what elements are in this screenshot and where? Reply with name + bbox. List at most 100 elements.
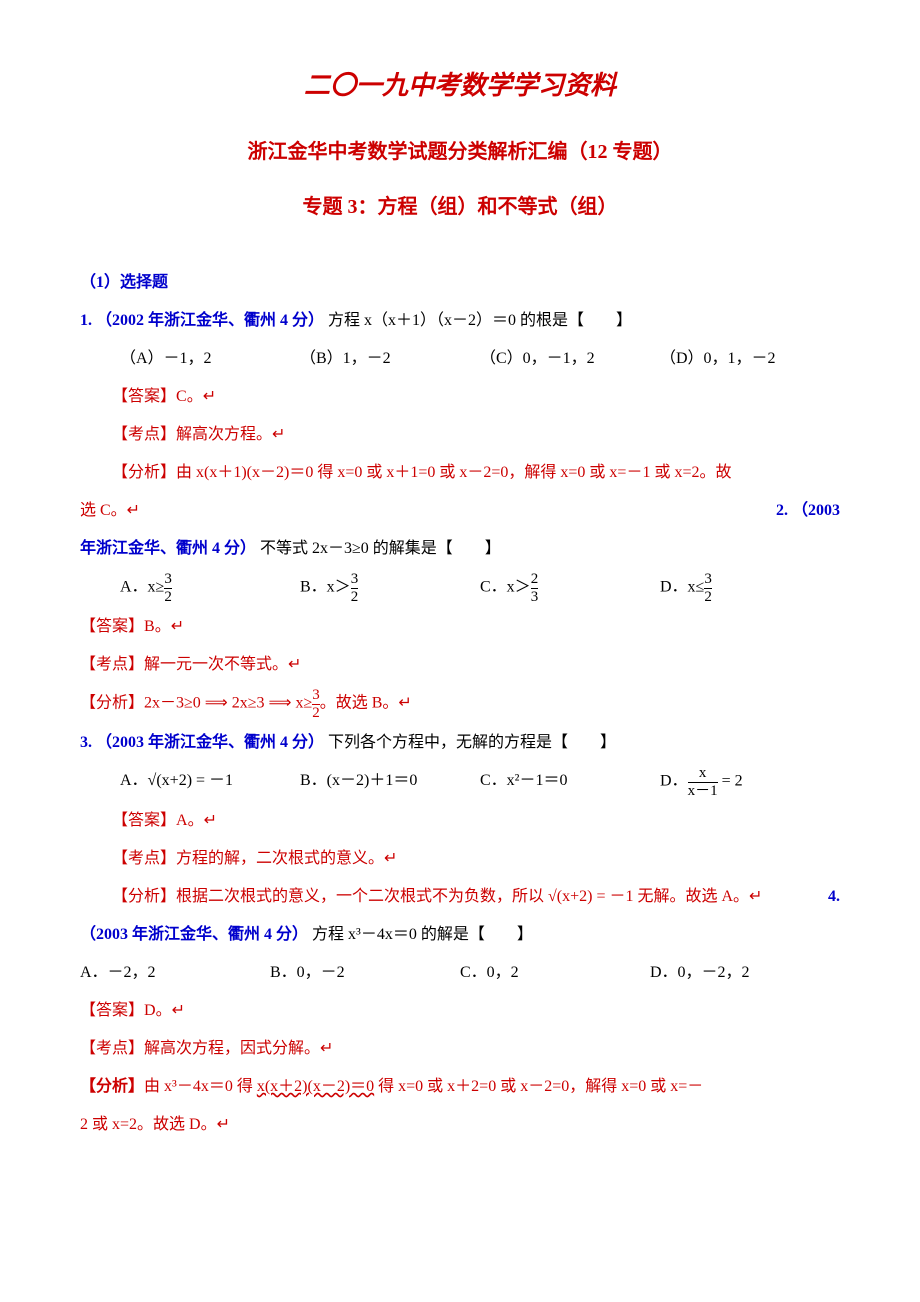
q4-kaodian: 【考点】解高次方程，因式分解。↵ <box>80 1033 840 1065</box>
fenxi-p1: 2x－3≥0 ⟹ 2x≥3 ⟹ x≥ <box>144 695 312 712</box>
frac-den: 3 <box>531 588 539 606</box>
kaodian-label: 【考点】 <box>80 1040 144 1057</box>
q2-options: A．x≥32 B．x＞32 C．x＞23 D．x≤32 <box>80 571 840 605</box>
fenxi-label: 【分析】 <box>80 695 144 712</box>
answer-label: 【答案】 <box>112 388 176 405</box>
question-3-stem: 3. （2003 年浙江金华、衢州 4 分） 下列各个方程中，无解的方程是【 】 <box>80 727 840 759</box>
q2-kaodian: 【考点】解一元一次不等式。↵ <box>80 649 840 681</box>
q3-opt-d: D．xx－1 = 2 <box>660 765 840 799</box>
q3-kaodian: 【考点】方程的解，二次根式的意义。↵ <box>80 843 840 875</box>
fenxi-p1: 由 x³－4x＝0 得 <box>144 1078 257 1095</box>
q4-opt-c: C．0，2 <box>460 957 650 989</box>
kaodian-value: 方程的解，二次根式的意义。↵ <box>176 850 397 867</box>
q4-fenxi: 【分析】由 x³－4x＝0 得 x(x＋2)(x－2)＝0 得 x=0 或 x＋… <box>80 1071 840 1103</box>
subtitle-1: 浙江金华中考数学试题分类解析汇编（12 专题） <box>80 132 840 172</box>
opt-prefix: C．x＞ <box>480 579 531 596</box>
q3-opt-c: C．x²－1＝0 <box>480 765 660 799</box>
fenxi-p2: 得 x=0 或 x＋2=0 或 x－2=0，解得 x=0 或 x=－ <box>374 1078 703 1095</box>
question-2-stem: 年浙江金华、衢州 4 分） 不等式 2x－3≥0 的解集是【 】 <box>80 533 840 565</box>
frac-den: 2 <box>164 588 172 606</box>
q4-answer: 【答案】D。↵ <box>80 995 840 1027</box>
opt-prefix: B．x＞ <box>300 579 351 596</box>
q1-stem-text: 方程 x（x＋1）（x－2）＝0 的根是【 】 <box>328 312 632 329</box>
frac-num: 3 <box>351 571 359 588</box>
q4-opt-a: A．－2，2 <box>80 957 270 989</box>
answer-value: D。↵ <box>144 1002 185 1019</box>
q1-opt-c: （C）0，－1，2 <box>480 343 660 375</box>
q3-opt-a: A．√(x+2) = －1 <box>120 765 300 799</box>
frac-den: 2 <box>351 588 359 606</box>
q1-fenxi: 【分析】由 x(x＋1)(x－2)＝0 得 x=0 或 x＋1=0 或 x－2=… <box>80 457 840 489</box>
q4-stem-text: 方程 x³－4x＝0 的解是【 】 <box>312 926 533 943</box>
frac-num: 3 <box>312 687 320 704</box>
q3-stem-text: 下列各个方程中，无解的方程是【 】 <box>328 734 616 751</box>
q3-options: A．√(x+2) = －1 B．(x－2)＋1＝0 C．x²－1＝0 D．xx－… <box>80 765 840 799</box>
q3-fenxi: 【分析】根据二次根式的意义，一个二次根式不为负数，所以 √(x+2) = －1 … <box>80 881 840 913</box>
fenxi-label: 【分析】 <box>112 888 176 905</box>
q1-options: （A）－1，2 （B）1，－2 （C）0，－1，2 （D）0，1，－2 <box>80 343 840 375</box>
fenxi-label: 【分析】 <box>112 464 176 481</box>
q2-opt-c: C．x＞23 <box>480 571 660 605</box>
q3-opt-b: B．(x－2)＋1＝0 <box>300 765 480 799</box>
q2-number-and-year: 2. （2003 <box>776 495 840 527</box>
answer-value: C。↵ <box>176 388 216 405</box>
kaodian-value: 解高次方程。↵ <box>176 426 285 443</box>
q2-source-prefix: （2003 <box>792 502 840 519</box>
fenxi-wavy: x(x＋2)(x－2)＝0 <box>257 1078 374 1095</box>
q1-opt-a: （A）－1，2 <box>120 343 300 375</box>
q1-opt-b: （B）1，－2 <box>300 343 480 375</box>
q2-answer: 【答案】B。↵ <box>80 611 840 643</box>
subtitle-2: 专题 3：方程（组）和不等式（组） <box>80 187 840 227</box>
q3-answer: 【答案】A。↵ <box>80 805 840 837</box>
frac-num: 3 <box>164 571 172 588</box>
answer-label: 【答案】 <box>80 618 144 635</box>
q3-number: 3. <box>80 734 92 751</box>
q1-kaodian: 【考点】解高次方程。↵ <box>80 419 840 451</box>
q2-opt-d: D．x≤32 <box>660 571 840 605</box>
q2-fenxi: 【分析】2x－3≥0 ⟹ 2x≥3 ⟹ x≥32。故选 B。↵ <box>80 687 840 721</box>
frac-num: 3 <box>704 571 712 588</box>
answer-label: 【答案】 <box>80 1002 144 1019</box>
kaodian-label: 【考点】 <box>80 656 144 673</box>
question-1-stem: 1. （2002 年浙江金华、衢州 4 分） 方程 x（x＋1）（x－2）＝0 … <box>80 305 840 337</box>
opt-prefix: D．x≤ <box>660 579 704 596</box>
q1-number: 1. <box>80 312 92 329</box>
kaodian-value: 解高次方程，因式分解。↵ <box>144 1040 333 1057</box>
q3-source: （2003 年浙江金华、衢州 4 分） <box>96 734 324 751</box>
opt-prefix: A．x≥ <box>120 579 164 596</box>
q4-number: 4. <box>828 881 840 913</box>
q2-stem-text: 不等式 2x－3≥0 的解集是【 】 <box>260 540 501 557</box>
fenxi-cont: 选 C。↵ <box>80 502 140 519</box>
q2-number: 2. <box>776 502 788 519</box>
q1-fenxi-line2: 选 C。↵ 2. （2003 <box>80 495 840 527</box>
kaodian-value: 解一元一次不等式。↵ <box>144 656 301 673</box>
q4-opt-b: B．0，－2 <box>270 957 460 989</box>
frac-num: 2 <box>531 571 539 588</box>
answer-value: B。↵ <box>144 618 184 635</box>
q4-source: （2003 年浙江金华、衢州 4 分） <box>80 926 308 943</box>
answer-value: A。↵ <box>176 812 217 829</box>
frac-den: 2 <box>312 704 320 722</box>
fenxi-value: 由 x(x＋1)(x－2)＝0 得 x=0 或 x＋1=0 或 x－2=0，解得… <box>176 464 731 481</box>
q2-source-suffix: 年浙江金华、衢州 4 分） <box>80 540 256 557</box>
q1-answer: 【答案】C。↵ <box>80 381 840 413</box>
question-4-stem: （2003 年浙江金华、衢州 4 分） 方程 x³－4x＝0 的解是【 】 <box>80 919 840 951</box>
q4-fenxi-line2: 2 或 x=2。故选 D。↵ <box>80 1109 840 1141</box>
q1-opt-d: （D）0，1，－2 <box>660 343 840 375</box>
fenxi-value: 根据二次根式的意义，一个二次根式不为负数，所以 √(x+2) = －1 无解。故… <box>176 888 762 905</box>
fenxi-p2: 。故选 B。↵ <box>320 695 412 712</box>
opt-suffix: = 2 <box>718 773 743 790</box>
answer-label: 【答案】 <box>112 812 176 829</box>
frac-den: x－1 <box>688 782 718 800</box>
fenxi-label: 【分析】 <box>80 1078 144 1095</box>
q2-opt-b: B．x＞32 <box>300 571 480 605</box>
q2-opt-a: A．x≥32 <box>120 571 300 605</box>
section-header: （1）选择题 <box>80 267 840 299</box>
q4-options: A．－2，2 B．0，－2 C．0，2 D．0，－2，2 <box>80 957 840 989</box>
kaodian-label: 【考点】 <box>112 850 176 867</box>
q1-source: （2002 年浙江金华、衢州 4 分） <box>96 312 324 329</box>
frac-num: x <box>688 765 718 782</box>
main-title: 二〇一九中考数学学习资料 <box>80 60 840 112</box>
q4-opt-d: D．0，－2，2 <box>650 957 840 989</box>
frac-den: 2 <box>704 588 712 606</box>
